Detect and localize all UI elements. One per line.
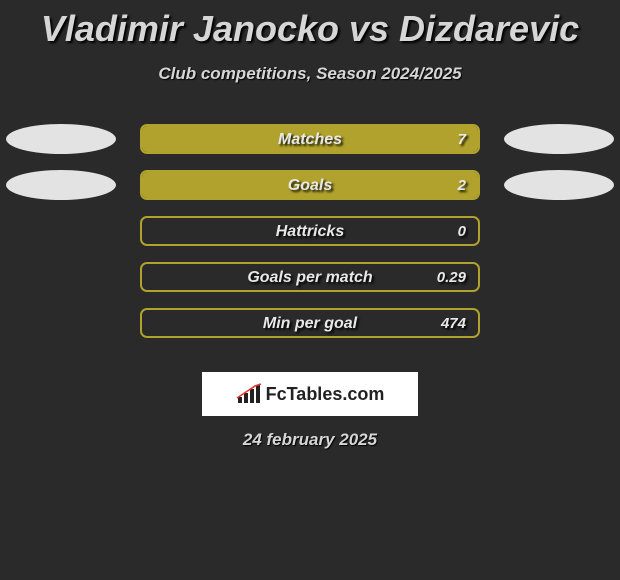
stat-row: Min per goal474 bbox=[0, 308, 620, 354]
right-ellipse bbox=[504, 170, 614, 200]
right-ellipse bbox=[504, 124, 614, 154]
stat-bar-track: Min per goal474 bbox=[140, 308, 480, 338]
logo: FcTables.com bbox=[236, 383, 385, 405]
stat-bar-fill bbox=[142, 126, 478, 152]
stat-value: 0 bbox=[458, 218, 466, 248]
stat-bar-fill bbox=[142, 172, 478, 198]
bar-chart-icon bbox=[236, 383, 262, 405]
left-ellipse bbox=[6, 170, 116, 200]
stat-label: Goals per match bbox=[142, 264, 478, 294]
stat-value: 0.29 bbox=[437, 264, 466, 294]
left-ellipse bbox=[6, 124, 116, 154]
date: 24 february 2025 bbox=[0, 430, 620, 450]
stat-label: Hattricks bbox=[142, 218, 478, 248]
stat-bar-track: Goals2 bbox=[140, 170, 480, 200]
subtitle: Club competitions, Season 2024/2025 bbox=[0, 64, 620, 84]
stat-row: Goals2 bbox=[0, 170, 620, 216]
stats-container: Matches7Goals2Hattricks0Goals per match0… bbox=[0, 124, 620, 354]
stat-bar-track: Goals per match0.29 bbox=[140, 262, 480, 292]
stat-bar-track: Matches7 bbox=[140, 124, 480, 154]
stat-row: Matches7 bbox=[0, 124, 620, 170]
logo-text: FcTables.com bbox=[266, 384, 385, 405]
stat-value: 474 bbox=[441, 310, 466, 340]
stat-row: Goals per match0.29 bbox=[0, 262, 620, 308]
logo-box[interactable]: FcTables.com bbox=[202, 372, 418, 416]
stat-row: Hattricks0 bbox=[0, 216, 620, 262]
stat-label: Min per goal bbox=[142, 310, 478, 340]
page-title: Vladimir Janocko vs Dizdarevic bbox=[0, 0, 620, 50]
stat-bar-track: Hattricks0 bbox=[140, 216, 480, 246]
